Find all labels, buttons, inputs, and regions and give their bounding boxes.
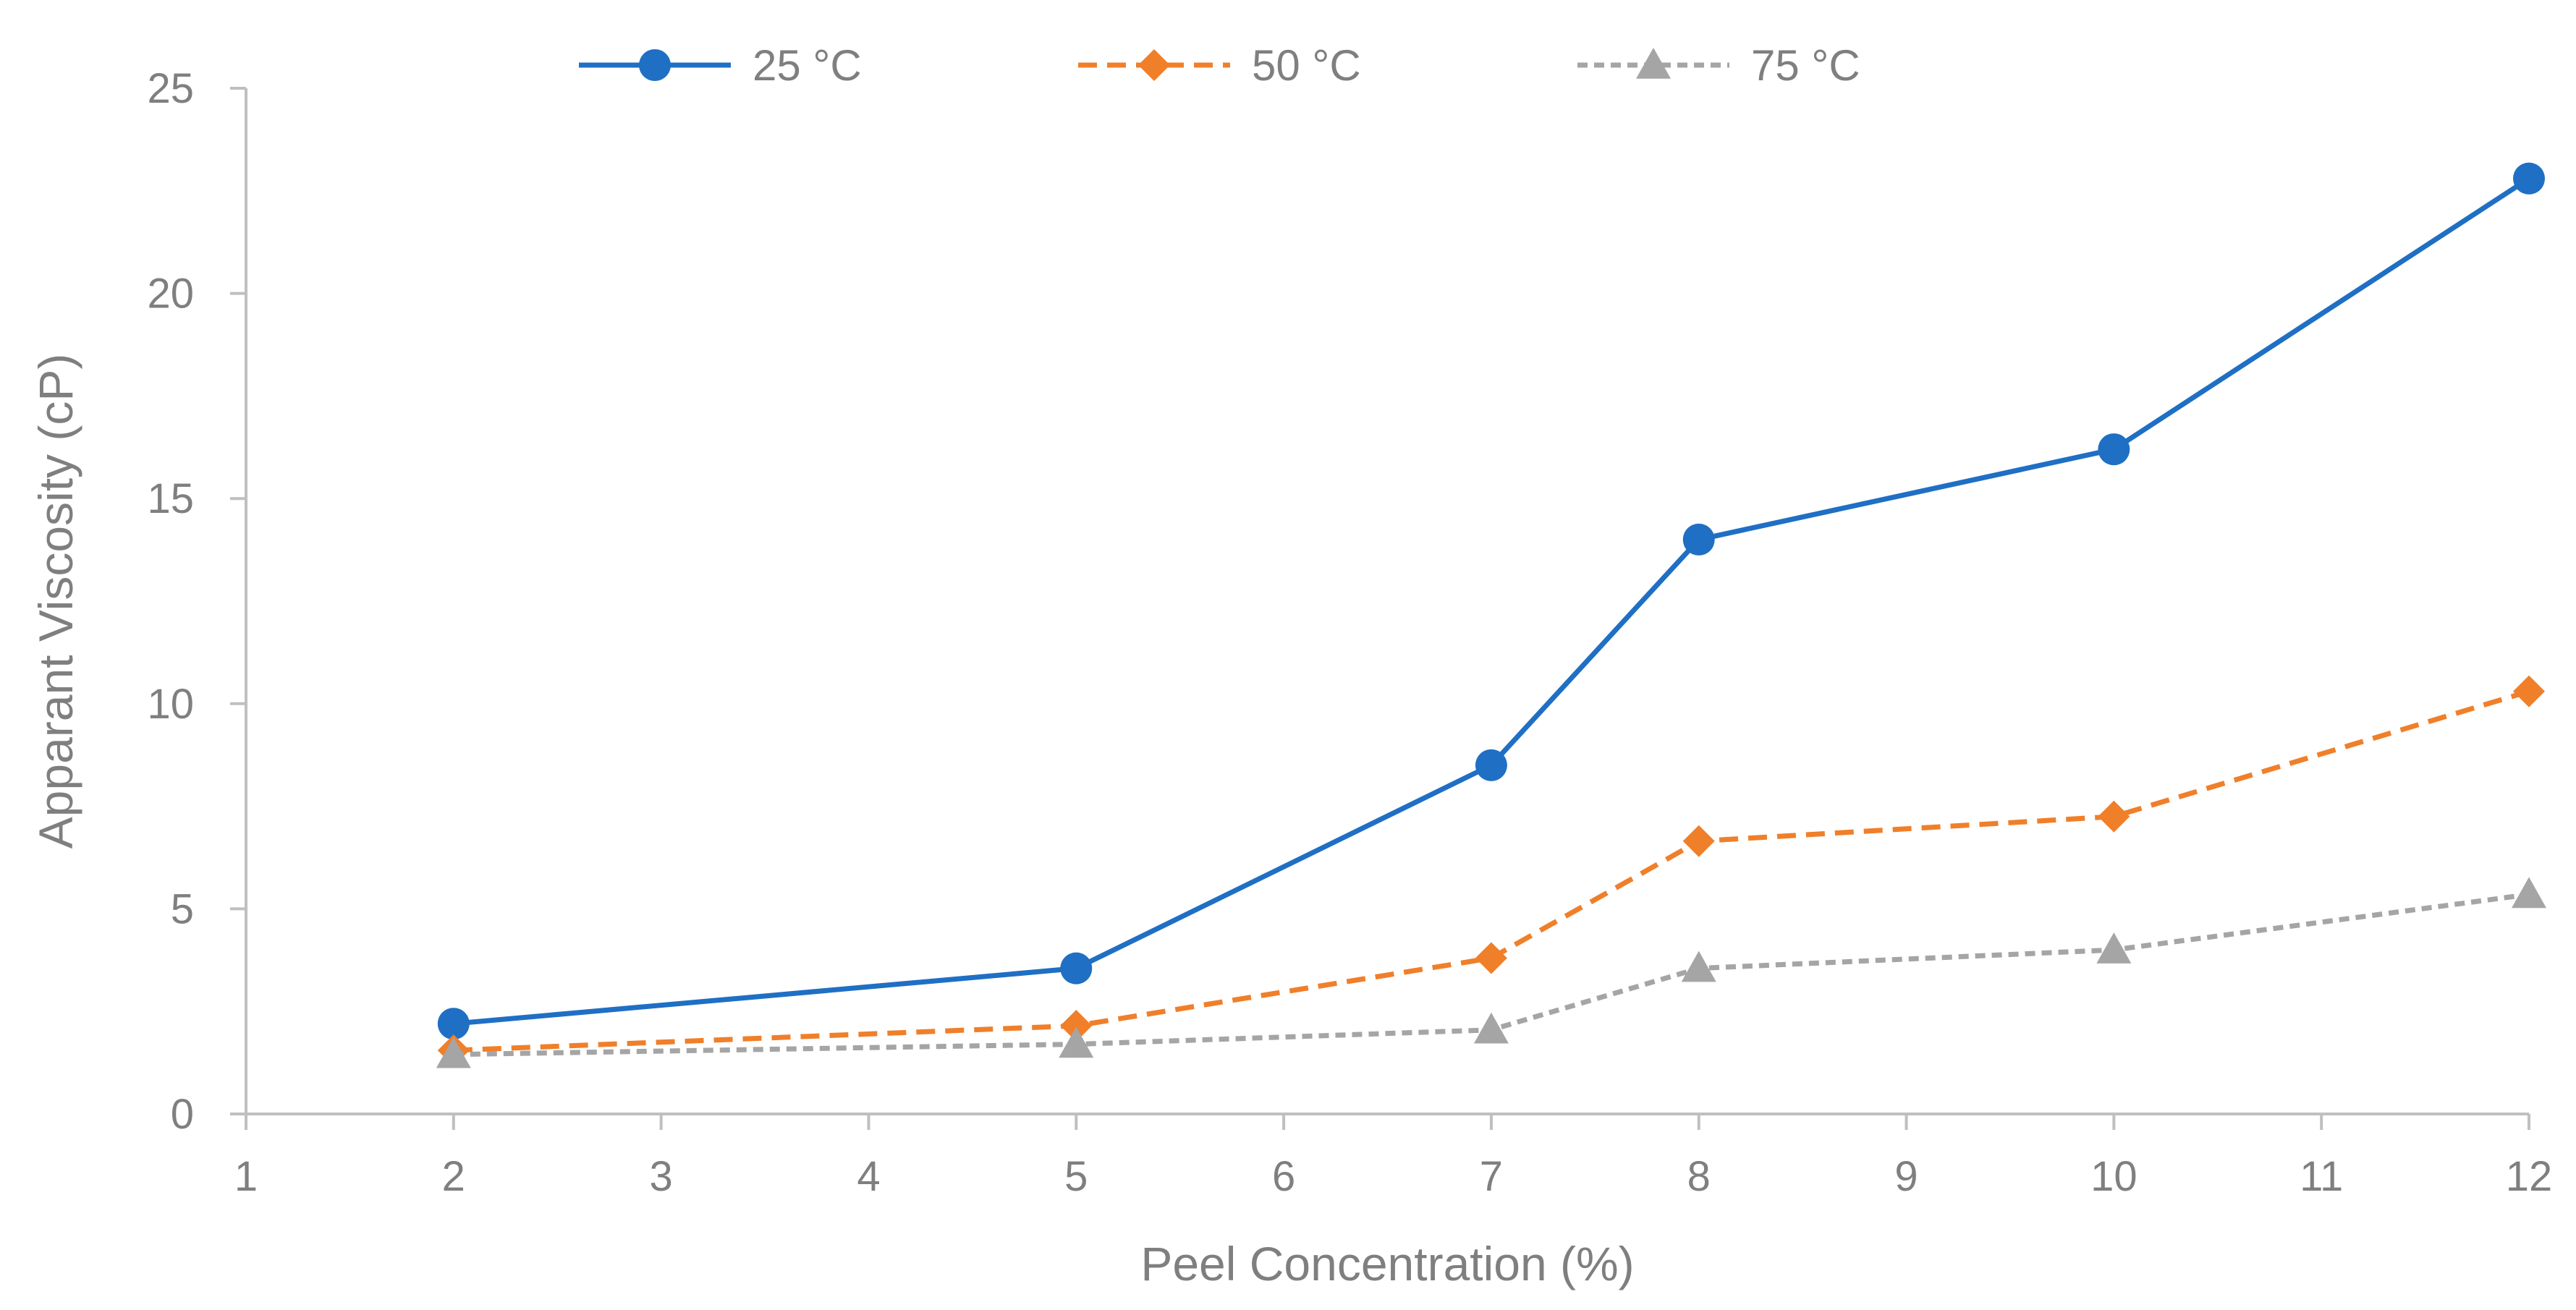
legend-marker	[639, 49, 671, 81]
data-point	[1475, 749, 1507, 781]
data-point	[1060, 1010, 1093, 1042]
data-point	[2513, 162, 2545, 195]
series-line	[453, 176, 2530, 1026]
y-tick-label: 15	[147, 475, 194, 522]
y-tick-label: 0	[171, 1091, 194, 1138]
x-axis-title: Peel Concentration (%)	[1140, 1237, 1634, 1290]
data-point	[436, 1037, 471, 1068]
x-tick-label: 9	[1894, 1153, 1918, 1200]
x-tick-label: 12	[2506, 1153, 2553, 1200]
legend-label: 75 °C	[1751, 41, 1860, 90]
series-line	[453, 689, 2530, 1053]
x-tick-label: 5	[1064, 1153, 1088, 1200]
data-point	[1473, 1012, 1509, 1044]
y-tick-label: 10	[147, 681, 194, 728]
x-tick-label: 2	[442, 1153, 465, 1200]
legend-label: 25 °C	[753, 41, 862, 90]
x-axis-ticks: 1 2 3 4 5 6 7 8 9 10 11 12	[234, 1114, 2552, 1200]
data-point	[1681, 950, 1716, 982]
y-axis-ticks: 0 5 10 15 20 25	[147, 65, 246, 1138]
y-tick-label: 25	[147, 65, 194, 112]
legend-marker	[1636, 48, 1671, 79]
data-point	[1475, 942, 1507, 974]
data-point	[2096, 932, 2132, 964]
data-point	[2098, 433, 2130, 466]
data-point	[2098, 800, 2130, 833]
x-tick-label: 11	[2300, 1153, 2343, 1200]
legend-item: 75 °C	[1577, 41, 1860, 90]
series-1	[437, 162, 2545, 1040]
legend-item: 25 °C	[579, 41, 862, 90]
legend: 25 °C 50 °C 75 °C	[579, 41, 1860, 90]
x-tick-label: 4	[857, 1153, 880, 1200]
x-tick-label: 10	[2090, 1153, 2138, 1200]
legend-marker	[1138, 49, 1170, 81]
series-2	[437, 675, 2545, 1067]
data-point	[1682, 523, 1715, 556]
x-tick-label: 3	[650, 1153, 673, 1200]
legend-item: 50 °C	[1078, 41, 1361, 90]
y-tick-label: 20	[147, 271, 194, 318]
x-tick-label: 8	[1687, 1153, 1711, 1200]
x-tick-label: 6	[1272, 1153, 1295, 1200]
y-axis-title: Apparant Viscosity (cP)	[29, 354, 82, 849]
data-point	[2512, 877, 2546, 909]
data-point	[2513, 675, 2545, 707]
series-line	[453, 892, 2530, 1058]
x-tick-label: 1	[234, 1153, 258, 1200]
data-point	[1682, 825, 1715, 857]
y-tick-label: 5	[171, 885, 194, 932]
legend-label: 50 °C	[1252, 41, 1361, 90]
series-3	[436, 877, 2546, 1068]
data-point	[1060, 952, 1093, 984]
x-tick-label: 7	[1480, 1153, 1503, 1200]
series-group	[436, 162, 2546, 1068]
data-point	[1059, 1026, 1094, 1058]
data-point	[437, 1008, 470, 1040]
